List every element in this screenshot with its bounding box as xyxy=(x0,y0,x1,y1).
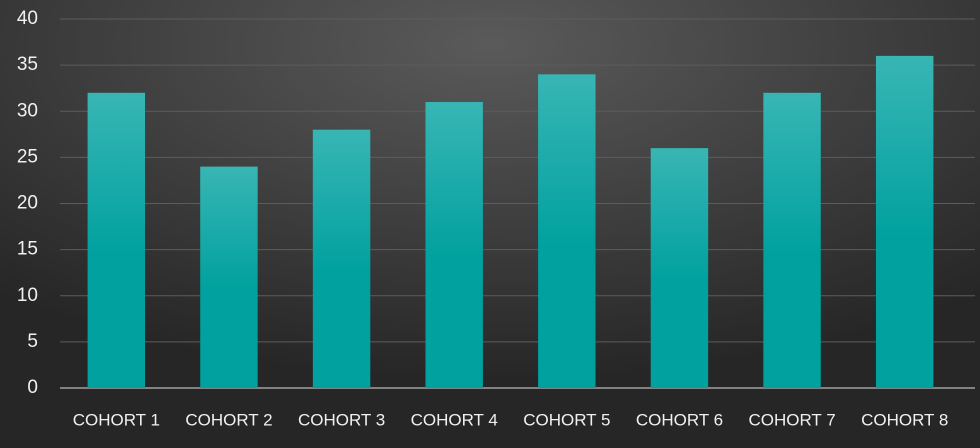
y-tick-label: 15 xyxy=(17,239,38,260)
x-tick-label: COHORT 1 xyxy=(73,410,160,429)
y-tick-label: 25 xyxy=(17,146,38,167)
x-tick-label: COHORT 7 xyxy=(748,410,835,429)
y-tick-label: 35 xyxy=(17,54,38,75)
x-tick-label: COHORT 8 xyxy=(861,410,948,429)
bar-sheen xyxy=(87,92,146,389)
y-tick-label: 40 xyxy=(17,8,38,29)
bar-sheen xyxy=(425,102,483,389)
y-tick-label: 30 xyxy=(17,100,38,121)
x-tick-label: COHORT 6 xyxy=(636,410,723,429)
y-tick-label: 5 xyxy=(27,331,38,352)
x-tick-label: COHORT 2 xyxy=(185,410,272,429)
y-tick-label: 10 xyxy=(17,285,38,306)
x-tick-label: COHORT 4 xyxy=(411,410,498,429)
bar-sheen xyxy=(538,74,596,388)
bar-sheen xyxy=(200,166,258,388)
bar-sheen xyxy=(650,148,709,388)
bar-sheen xyxy=(763,92,821,389)
x-tick-label: COHORT 5 xyxy=(523,410,610,429)
y-tick-label: 0 xyxy=(27,377,38,398)
bar-sheen xyxy=(875,55,934,389)
bar-sheen xyxy=(312,129,371,388)
x-tick-label: COHORT 3 xyxy=(298,410,385,429)
y-tick-label: 20 xyxy=(17,193,38,214)
